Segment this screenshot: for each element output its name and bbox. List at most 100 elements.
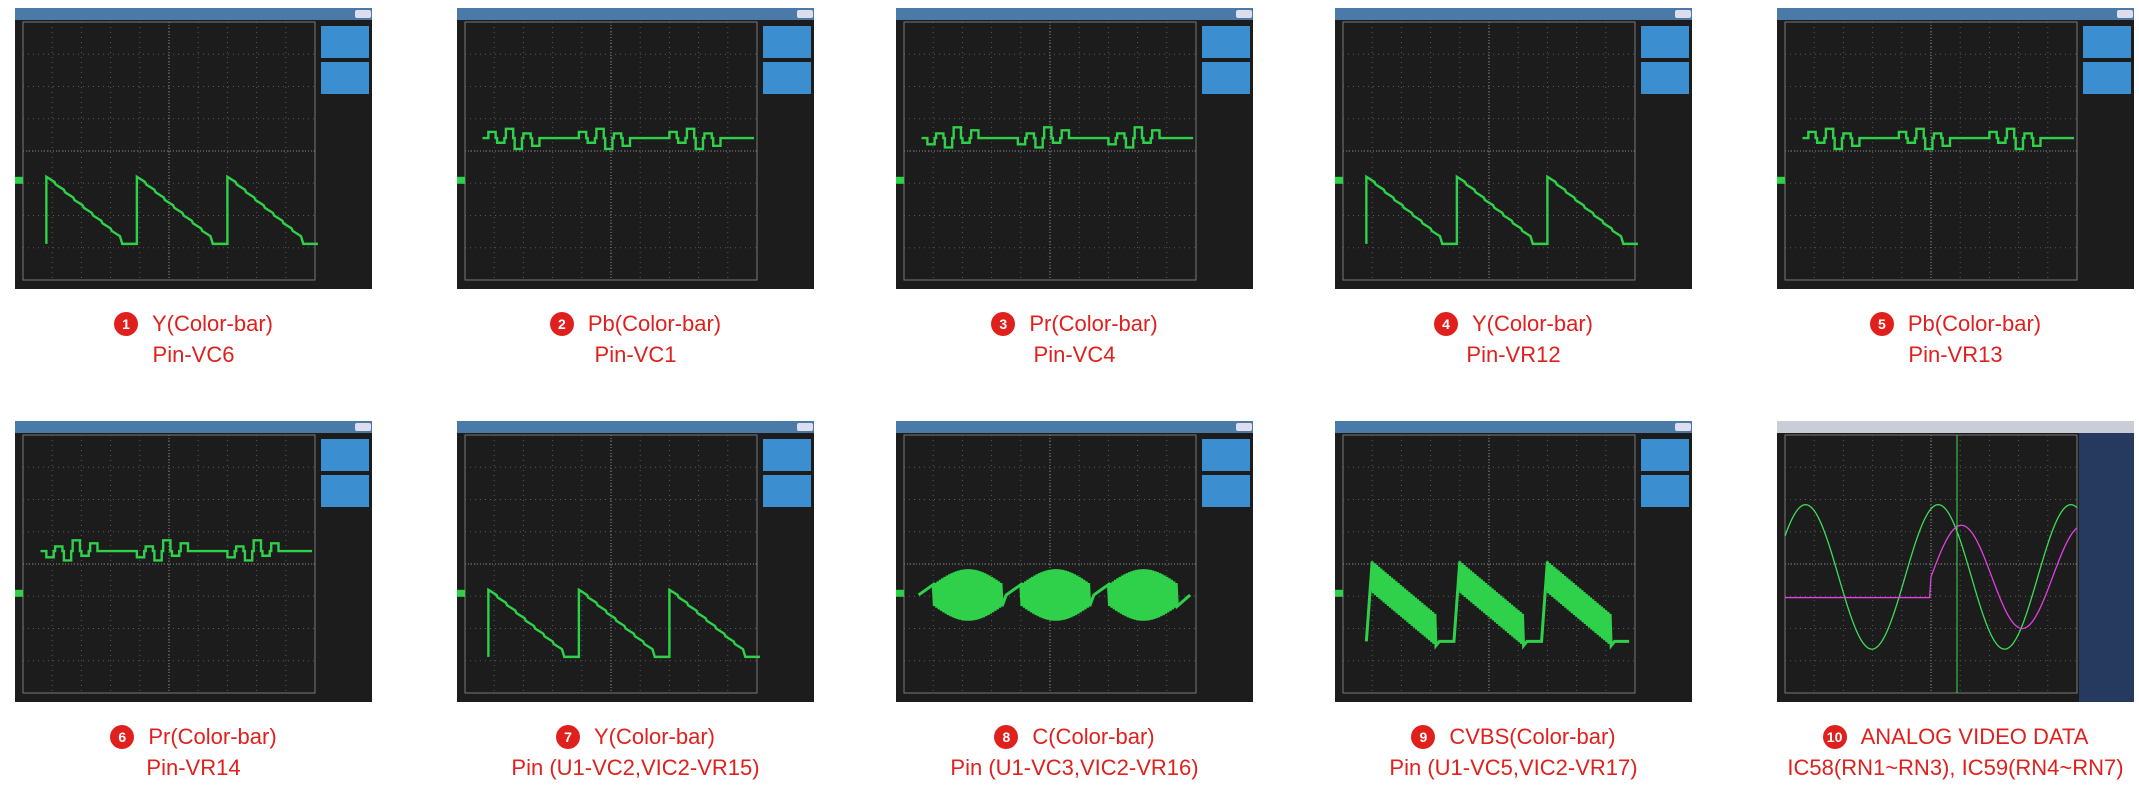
caption: 7 Y(Color-bar) Pin (U1-VC2,VIC2-VR15) — [457, 721, 814, 783]
oscilloscope-screenshot — [1777, 8, 2134, 289]
channel-marker — [1335, 176, 1343, 184]
oscilloscope-screenshot — [896, 421, 1253, 702]
menu-button — [1236, 10, 1252, 18]
menu-button — [797, 10, 813, 18]
trace — [921, 126, 1194, 149]
caption: 8 C(Color-bar) Pin (U1-VC3,VIC2-VR16) — [896, 721, 1253, 783]
trace — [1802, 127, 2075, 151]
side-button — [763, 26, 811, 58]
caption: 10 ANALOG VIDEO DATA IC58(RN1~RN3), IC59(R… — [1777, 721, 2134, 783]
caption: 4 Y(Color-bar) Pin-VR12 — [1335, 308, 1692, 370]
caption: 1 Y(Color-bar) Pin-VC6 — [15, 308, 372, 370]
number-badge: 8 — [994, 725, 1019, 749]
menu-button — [1236, 423, 1252, 431]
status-bar — [896, 421, 1253, 433]
side-panel — [759, 433, 814, 702]
side-button — [1641, 62, 1689, 94]
scope-panel: 8 C(Color-bar) Pin (U1-VC3,VIC2-VR16) — [896, 421, 1336, 791]
side-button — [321, 439, 369, 471]
status-bar — [1777, 421, 2134, 433]
caption-line: 10 ANALOG VIDEO DATA — [1777, 721, 2134, 752]
caption-line: 1 Y(Color-bar) — [15, 308, 372, 339]
caption-title: Y(Color-bar) — [1471, 311, 1594, 336]
number-badge: 1 — [113, 312, 138, 336]
side-button — [763, 62, 811, 94]
caption-title: Y(Color-bar) — [151, 311, 274, 336]
scope-panel: 3 Pr(Color-bar) Pin-VC4 — [896, 8, 1336, 378]
screen-background — [15, 421, 372, 702]
screen-background — [1335, 8, 1692, 289]
screen-background — [1335, 421, 1692, 702]
trace — [487, 587, 760, 659]
caption: 9 CVBS(Color-bar) Pin (U1-VC5,VIC2-VR17) — [1335, 721, 1692, 783]
menu-button — [2117, 10, 2133, 18]
side-button — [2083, 26, 2131, 58]
caption: 6 Pr(Color-bar) Pin-VR14 — [15, 721, 372, 783]
status-bar — [1335, 8, 1692, 20]
side-button — [1641, 26, 1689, 58]
caption-title: Pr(Color-bar) — [148, 724, 277, 749]
status-bar — [457, 421, 814, 433]
menu-button — [355, 10, 371, 18]
channel-marker — [896, 176, 904, 184]
menu-button — [355, 423, 371, 431]
channel-marker — [1335, 589, 1343, 597]
caption-title: ANALOG VIDEO DATA — [1860, 724, 2089, 749]
side-panel — [317, 433, 372, 702]
screen-background — [896, 8, 1253, 289]
status-bar — [1335, 421, 1692, 433]
scope-panel: 5 Pb(Color-bar) Pin-VR13 — [1777, 8, 2139, 378]
side-panel — [1198, 433, 1253, 702]
number-badge: 3 — [991, 312, 1016, 336]
side-button — [2083, 62, 2131, 94]
side-panel — [1198, 20, 1253, 289]
trace — [482, 127, 755, 151]
oscilloscope-screenshot — [15, 8, 372, 289]
channel-marker — [15, 176, 23, 184]
status-bar — [15, 8, 372, 20]
side-panel — [1637, 433, 1692, 702]
caption: 5 Pb(Color-bar) Pin-VR13 — [1777, 308, 2134, 370]
screen-background — [15, 8, 372, 289]
number-badge: 10 — [1822, 725, 1847, 749]
trace — [40, 539, 313, 562]
side-button — [321, 475, 369, 507]
scope-panel: 2 Pb(Color-bar) Pin-VC1 — [457, 8, 897, 378]
channel-marker — [896, 589, 904, 597]
oscilloscope-screenshot — [457, 8, 814, 289]
channel-marker — [15, 589, 23, 597]
scope-panel: 1 Y(Color-bar) Pin-VC6 — [15, 8, 455, 378]
scope-panel: 9 CVBS(Color-bar) Pin (U1-VC5,VIC2-VR17) — [1335, 421, 1775, 791]
caption-title: C(Color-bar) — [1032, 724, 1155, 749]
scope-panel: 6 Pr(Color-bar) Pin-VR14 — [15, 421, 455, 791]
caption-pin: Pin-VR14 — [146, 755, 241, 780]
plot-border — [903, 21, 1197, 281]
number-badge: 6 — [110, 725, 135, 749]
number-badge: 7 — [555, 725, 580, 749]
oscilloscope-screenshot — [896, 8, 1253, 289]
plot-border — [903, 434, 1197, 694]
caption-title: CVBS(Color-bar) — [1449, 724, 1616, 749]
caption-line: 7 Y(Color-bar) — [457, 721, 814, 752]
caption: 3 Pr(Color-bar) Pin-VC4 — [896, 308, 1253, 370]
plot-border — [22, 434, 316, 694]
scope-panel: 4 Y(Color-bar) Pin-VR12 — [1335, 8, 1775, 378]
caption-pin: Pin (U1-VC3,VIC2-VR16) — [950, 755, 1199, 780]
status-bar — [15, 421, 372, 433]
caption-title: Pb(Color-bar) — [587, 311, 722, 336]
caption-title: Pr(Color-bar) — [1029, 311, 1158, 336]
plot-border — [22, 21, 316, 281]
trace — [1365, 174, 1638, 246]
caption-line: 9 CVBS(Color-bar) — [1335, 721, 1692, 752]
side-panel — [2079, 433, 2134, 702]
oscilloscope-screenshot — [457, 421, 814, 702]
side-panel — [317, 20, 372, 289]
side-button — [321, 26, 369, 58]
plot-border — [464, 434, 758, 694]
screen-background — [457, 421, 814, 702]
caption-title: Y(Color-bar) — [593, 724, 716, 749]
caption-pin: Pin (U1-VC2,VIC2-VR15) — [511, 755, 760, 780]
caption-pin: Pin-VR13 — [1908, 342, 2003, 367]
plot-border — [1342, 434, 1636, 694]
